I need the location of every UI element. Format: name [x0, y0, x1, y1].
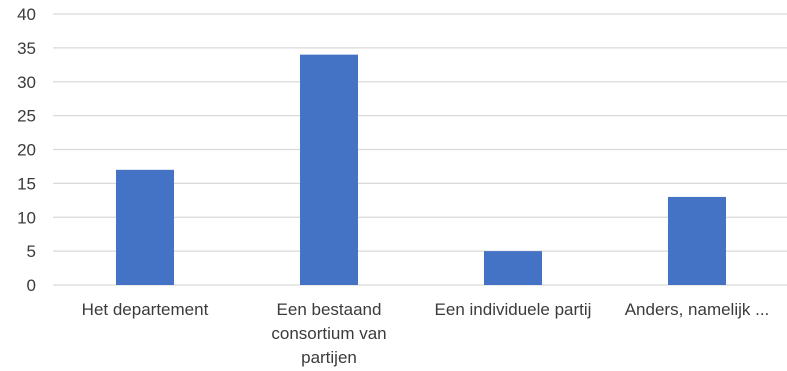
bar-1	[116, 169, 174, 285]
y-tick-label: 5	[27, 242, 36, 261]
y-tick-label: 20	[17, 141, 36, 160]
grid-lines	[53, 13, 787, 286]
x-category-label: Een individuele partij	[435, 300, 592, 319]
x-category-label: Een bestaand consortium van partijen	[271, 300, 386, 367]
bars	[116, 54, 726, 286]
x-axis-labels: Het departement Een bestaand consortium va…	[82, 300, 770, 367]
bar-2	[300, 54, 358, 286]
y-tick-label: 30	[17, 73, 36, 92]
y-tick-label: 15	[17, 174, 36, 193]
y-tick-label: 40	[17, 5, 36, 24]
x-category-label: Anders, namelijk ...	[625, 300, 770, 319]
x-category-label: Het departement	[82, 300, 209, 319]
y-tick-label: 25	[17, 107, 36, 126]
bar-4	[668, 196, 726, 285]
y-tick-label: 10	[17, 208, 36, 227]
bar-3	[484, 251, 542, 285]
y-tick-label: 35	[17, 39, 36, 58]
y-tick-label: 0	[27, 276, 36, 295]
y-axis-ticks: 0 5 10 15 20 25 30 35 40	[17, 5, 36, 295]
